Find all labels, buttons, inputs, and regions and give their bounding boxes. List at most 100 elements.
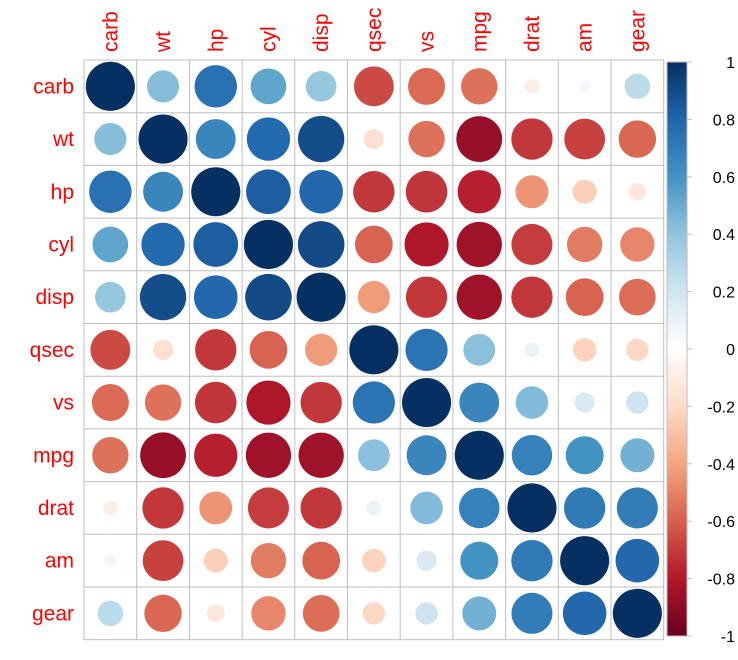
- row-label-qsec: qsec: [30, 339, 74, 362]
- corr-circle-vs-am: vs ~ am: 0.17: [574, 392, 595, 413]
- corr-circle-mpg-qsec: mpg ~ qsec: 0.42: [357, 439, 390, 472]
- corr-circle-wt-mpg: wt ~ mpg: -0.87: [456, 116, 503, 162]
- corr-circle-qsec-drat: qsec ~ drat: 0.09: [524, 342, 540, 358]
- corr-circle-gear-drat: gear ~ drat: 0.7: [511, 592, 553, 634]
- corr-circle-disp-hp: disp ~ hp: 0.79: [193, 275, 238, 319]
- corr-circle-hp-mpg: hp ~ mpg: -0.78: [457, 170, 501, 214]
- corr-circle-carb-vs: carb ~ vs: -0.57: [408, 67, 446, 105]
- colorbar-tick-label: 0.6: [713, 170, 735, 187]
- column-label-hp: hp: [205, 29, 228, 52]
- colorbar-tick-label: -1: [721, 629, 735, 646]
- corr-circle-mpg-wt: mpg ~ wt: -0.87: [140, 432, 186, 479]
- corr-circle-cyl-am: cyl ~ am: -0.52: [566, 226, 603, 263]
- column-label-gear: gear: [626, 10, 649, 52]
- corr-circle-vs-gear: vs ~ gear: 0.21: [626, 391, 649, 414]
- colorbar: [666, 61, 688, 637]
- corr-circle-hp-disp: hp ~ disp: 0.79: [299, 169, 343, 214]
- corr-circle-hp-carb: hp ~ carb: 0.75: [89, 170, 132, 214]
- row-label-drat: drat: [38, 497, 74, 520]
- row-label-disp: disp: [35, 286, 74, 309]
- row-label-carb: carb: [33, 75, 74, 98]
- corr-circle-disp-gear: disp ~ gear: -0.56: [618, 278, 656, 316]
- corr-circle-am-gear: am ~ gear: 0.79: [615, 538, 660, 583]
- column-label-cyl: cyl: [257, 26, 280, 52]
- corr-circle-carb-drat: carb ~ drat: -0.09: [524, 78, 540, 94]
- colorbar-tick-label: -0.2: [707, 399, 735, 416]
- column-label-vs: vs: [416, 31, 439, 52]
- corr-circle-mpg-am: mpg ~ am: 0.6: [565, 436, 604, 475]
- corr-circle-vs-mpg: vs ~ mpg: 0.66: [459, 382, 500, 423]
- colorbar-tick-label: -0.8: [707, 572, 735, 589]
- corr-circle-drat-gear: drat ~ gear: 0.7: [616, 487, 658, 529]
- column-label-carb: carb: [99, 11, 122, 52]
- corr-circle-carb-qsec: carb ~ qsec: -0.66: [353, 66, 394, 107]
- corr-circle-carb-wt: carb ~ wt: 0.43: [146, 70, 180, 103]
- row-label-wt: wt: [52, 128, 74, 151]
- column-label-am: am: [574, 23, 597, 52]
- corr-circle-carb-mpg: carb ~ mpg: -0.55: [461, 68, 498, 105]
- corr-circle-mpg-drat: mpg ~ drat: 0.68: [511, 435, 553, 476]
- corr-circle-wt-wt: wt ~ wt: 1: [138, 114, 188, 164]
- colorbar-tick-label: 1: [726, 55, 735, 72]
- corr-circle-cyl-gear: cyl ~ gear: -0.49: [620, 227, 655, 262]
- corr-circle-disp-cyl: disp ~ cyl: 0.9: [245, 273, 292, 321]
- colorbar-tick-label: 0: [726, 342, 735, 359]
- corr-circle-hp-drat: hp ~ drat: -0.45: [515, 175, 549, 209]
- corr-circle-am-vs: am ~ vs: 0.17: [416, 550, 437, 571]
- corr-circle-disp-drat: disp ~ drat: -0.71: [511, 276, 553, 318]
- row-label-am: am: [45, 550, 74, 573]
- row-label-vs: vs: [53, 392, 74, 415]
- corr-circle-mpg-disp: mpg ~ disp: -0.85: [298, 432, 344, 478]
- corr-circle-drat-drat: drat ~ drat: 1: [507, 483, 557, 533]
- corr-circle-gear-disp: gear ~ disp: -0.56: [302, 594, 340, 632]
- corr-circle-gear-carb: gear ~ carb: 0.27: [97, 600, 124, 627]
- corr-circle-am-carb: am ~ carb: 0.06: [104, 554, 117, 567]
- corr-circle-vs-cyl: vs ~ cyl: -0.81: [246, 380, 291, 425]
- corr-circle-wt-disp: wt ~ disp: 0.89: [297, 115, 345, 163]
- colorbar-tick-label: 0.4: [713, 227, 735, 244]
- corr-circle-vs-wt: vs ~ wt: -0.55: [144, 384, 182, 421]
- corr-circle-hp-cyl: hp ~ cyl: 0.83: [246, 169, 291, 215]
- corr-circle-carb-hp: carb ~ hp: 0.75: [194, 65, 238, 108]
- corr-circle-am-cyl: am ~ cyl: -0.52: [250, 542, 287, 579]
- corr-circle-drat-disp: drat ~ disp: -0.71: [300, 487, 342, 529]
- colorbar-tick-label: 0.8: [713, 112, 735, 129]
- corr-circle-cyl-vs: cyl ~ vs: -0.81: [404, 222, 449, 267]
- corr-circle-wt-drat: wt ~ drat: -0.71: [511, 118, 553, 160]
- corr-circle-carb-disp: carb ~ disp: 0.39: [305, 71, 337, 102]
- corr-circle-disp-vs: disp ~ vs: -0.71: [405, 276, 448, 318]
- corr-circle-am-am: am ~ am: 1: [560, 536, 610, 586]
- corr-circle-disp-carb: disp ~ carb: 0.39: [95, 281, 126, 313]
- corr-circle-vs-qsec: vs ~ qsec: 0.74: [352, 381, 395, 424]
- corr-circle-drat-mpg: drat ~ mpg: 0.68: [459, 487, 500, 529]
- colorbar-tick-label: -0.6: [707, 514, 735, 531]
- corr-circle-vs-disp: vs ~ disp: -0.71: [300, 381, 342, 424]
- corr-circle-qsec-carb: qsec ~ carb: -0.66: [90, 329, 131, 370]
- corr-circle-am-hp: am ~ hp: -0.24: [203, 548, 228, 573]
- corr-circle-mpg-mpg: mpg ~ mpg: 1: [454, 430, 504, 480]
- corr-circle-wt-cyl: wt ~ cyl: 0.78: [246, 117, 291, 161]
- corr-circle-qsec-am: qsec ~ am: -0.23: [572, 338, 597, 362]
- corr-circle-gear-vs: gear ~ vs: 0.21: [415, 602, 438, 625]
- row-label-gear: gear: [32, 602, 74, 625]
- corr-circle-hp-gear: hp ~ gear: -0.13: [628, 182, 647, 201]
- corr-circle-disp-wt: disp ~ wt: 0.89: [139, 273, 187, 321]
- corr-circle-qsec-cyl: qsec ~ cyl: -0.59: [249, 330, 288, 369]
- corr-circle-mpg-vs: mpg ~ vs: 0.66: [406, 435, 447, 476]
- corr-circle-gear-qsec: gear ~ qsec: -0.21: [362, 602, 386, 625]
- corr-circle-vs-carb: vs ~ carb: -0.57: [91, 384, 129, 422]
- corr-circle-qsec-qsec: qsec ~ qsec: 1: [349, 325, 399, 375]
- corr-circle-wt-qsec: wt ~ qsec: -0.17: [363, 128, 384, 150]
- corr-circle-cyl-hp: cyl ~ hp: 0.83: [193, 222, 239, 267]
- corr-circle-gear-wt: gear ~ wt: -0.58: [144, 594, 182, 633]
- corr-circle-qsec-wt: qsec ~ wt: -0.17: [152, 339, 174, 360]
- row-label-mpg: mpg: [33, 444, 74, 467]
- corr-circle-am-disp: am ~ disp: -0.59: [302, 541, 341, 580]
- corr-circle-gear-gear: gear ~ gear: 1: [612, 588, 662, 638]
- colorbar-tick-label: -0.4: [707, 457, 735, 474]
- column-label-mpg: mpg: [468, 11, 491, 52]
- corr-circle-vs-drat: vs ~ drat: 0.44: [515, 386, 549, 419]
- corr-circle-am-mpg: am ~ mpg: 0.6: [460, 541, 499, 580]
